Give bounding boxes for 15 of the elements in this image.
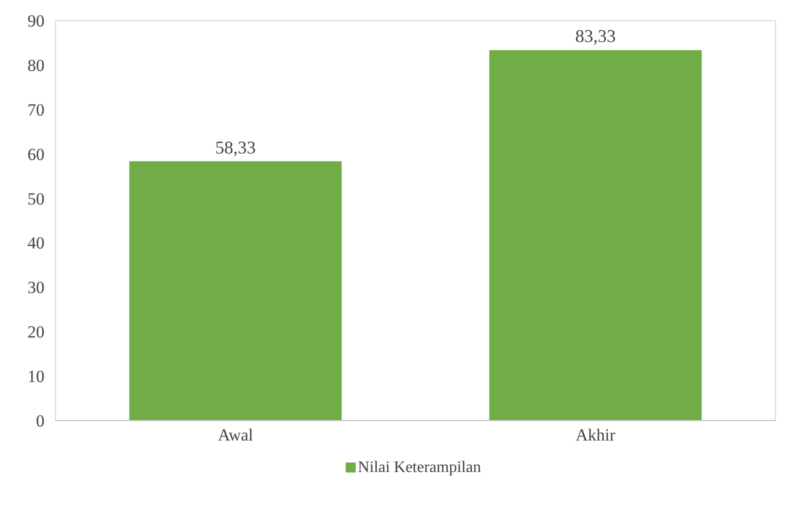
legend-label: Nilai Keterampilan xyxy=(358,459,481,476)
y-tick-label: 90 xyxy=(28,12,44,30)
x-tick-label: Awal xyxy=(218,426,254,444)
y-tick-label: 60 xyxy=(28,144,44,164)
data-label: 58,33 xyxy=(215,137,256,158)
data-label: 83,33 xyxy=(575,26,616,46)
y-tick-label: 40 xyxy=(28,234,44,253)
y-tick-label: 70 xyxy=(28,100,44,120)
y-tick-label: 0 xyxy=(36,412,44,430)
y-tick-label: 80 xyxy=(28,56,44,75)
x-tick-label: Akhir xyxy=(576,426,616,444)
y-tick-label: 30 xyxy=(28,278,44,298)
y-tick-label: 20 xyxy=(28,322,44,342)
y-tick-label: 10 xyxy=(28,367,44,386)
y-tick-label: 50 xyxy=(28,189,44,208)
